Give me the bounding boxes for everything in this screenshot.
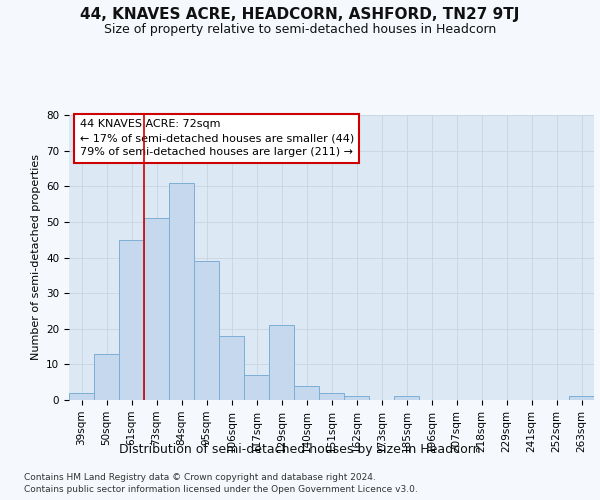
Bar (394, 396, 419, 400)
Bar (169, 182, 194, 400)
Text: 44 KNAVES ACRE: 72sqm
← 17% of semi-detached houses are smaller (44)
79% of semi: 44 KNAVES ACRE: 72sqm ← 17% of semi-deta… (79, 120, 354, 158)
Text: Contains HM Land Registry data © Crown copyright and database right 2024.: Contains HM Land Registry data © Crown c… (24, 472, 376, 482)
Bar (119, 240, 144, 400)
Bar (294, 386, 319, 400)
Bar (94, 354, 119, 400)
Bar (194, 261, 219, 400)
Text: Distribution of semi-detached houses by size in Headcorn: Distribution of semi-detached houses by … (119, 442, 481, 456)
Text: Contains public sector information licensed under the Open Government Licence v3: Contains public sector information licen… (24, 485, 418, 494)
Bar (219, 336, 244, 400)
Text: 44, KNAVES ACRE, HEADCORN, ASHFORD, TN27 9TJ: 44, KNAVES ACRE, HEADCORN, ASHFORD, TN27… (80, 8, 520, 22)
Bar (569, 396, 594, 400)
Bar (144, 218, 169, 400)
Bar (269, 325, 294, 400)
Text: Size of property relative to semi-detached houses in Headcorn: Size of property relative to semi-detach… (104, 22, 496, 36)
Bar (344, 396, 369, 400)
Bar (244, 375, 269, 400)
Bar (69, 393, 94, 400)
Y-axis label: Number of semi-detached properties: Number of semi-detached properties (31, 154, 41, 360)
Bar (319, 393, 344, 400)
